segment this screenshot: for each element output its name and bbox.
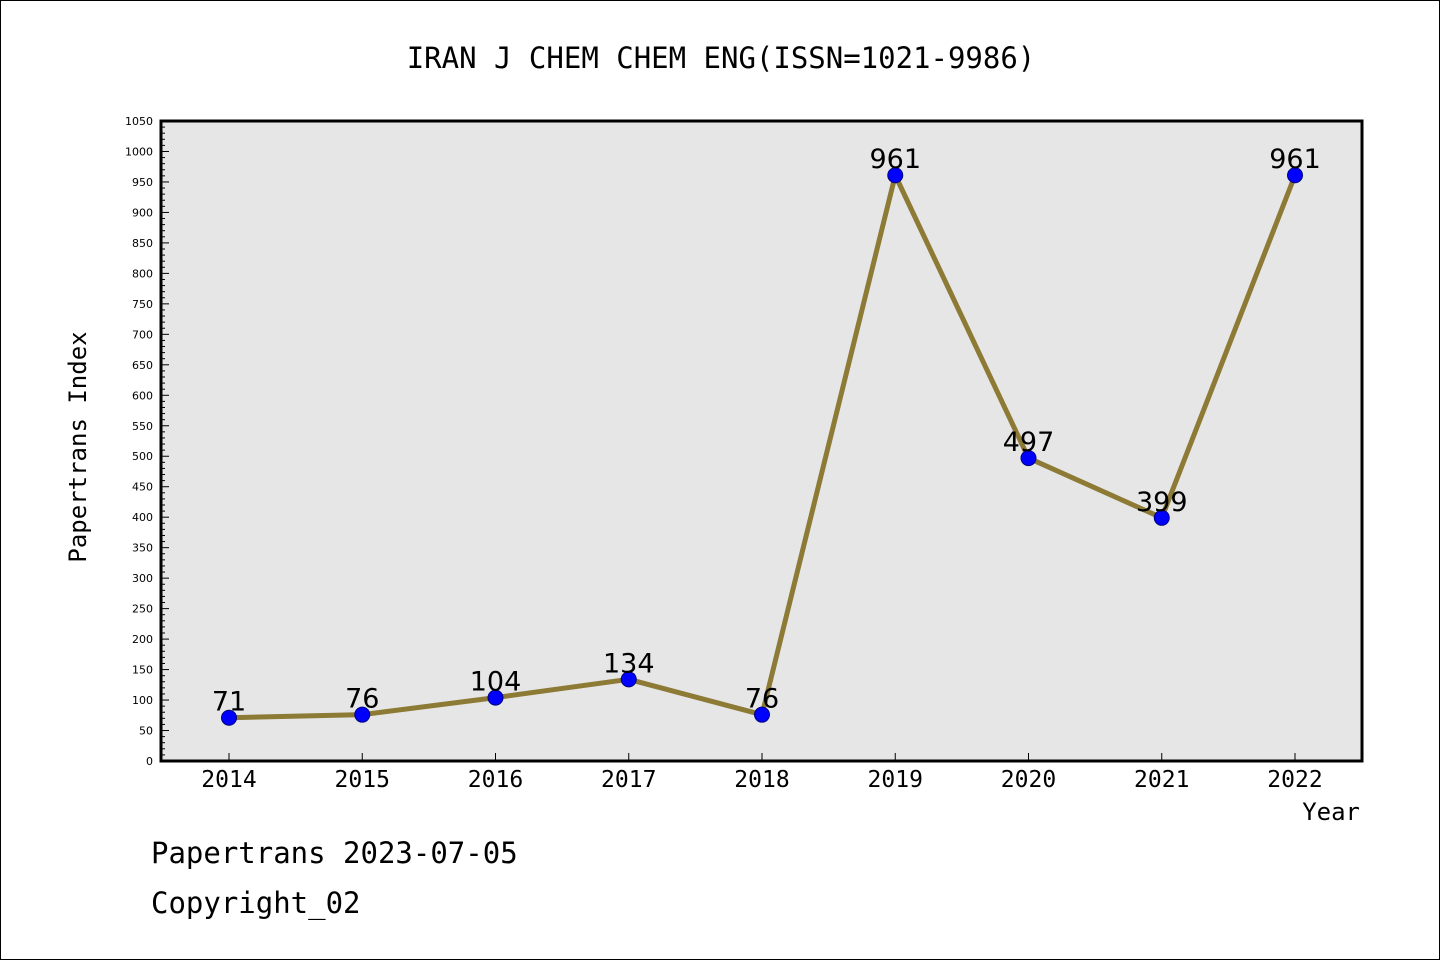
y-tick-label: 100 [132, 694, 153, 707]
x-axis-ticks: 2014 2015 2016 2017 2018 2019 2020 2021 2022 [201, 753, 1323, 793]
data-label: 76 [345, 684, 379, 715]
data-point [1153, 509, 1170, 526]
x-tick-label: 2016 [468, 767, 523, 793]
x-tick-label: 2022 [1267, 767, 1322, 793]
y-tick-label: 150 [132, 664, 153, 677]
x-tick-label: 2020 [1001, 767, 1056, 793]
y-tick-label: 550 [132, 420, 153, 433]
data-point [887, 167, 904, 184]
y-axis-label: Papertrans Index [64, 331, 92, 562]
data-label: 104 [470, 667, 522, 698]
x-tick-label: 2014 [201, 767, 256, 793]
data-point [1020, 450, 1037, 467]
x-tick-label: 2019 [868, 767, 923, 793]
y-tick-label: 700 [132, 328, 153, 341]
y-axis-ticks: 0 50 100 150 200 250 300 350 400 450 500 550 600 650 7… [125, 115, 169, 768]
x-tick-label: 2017 [601, 767, 656, 793]
data-label: 76 [745, 684, 779, 715]
data-label: 399 [1136, 487, 1188, 518]
y-tick-label: 1050 [125, 115, 153, 128]
y-tick-label: 750 [132, 298, 153, 311]
data-series [221, 167, 1303, 726]
x-tick-label: 2021 [1134, 767, 1189, 793]
y-tick-label: 650 [132, 359, 153, 372]
data-point [620, 671, 637, 688]
data-label: 134 [603, 648, 655, 679]
x-tick-label: 2015 [335, 767, 390, 793]
data-labels: 71 76 104 134 76 961 497 399 961 [212, 144, 1321, 717]
y-tick-label: 300 [132, 572, 153, 585]
y-tick-label: 200 [132, 633, 153, 646]
data-point [754, 706, 770, 723]
y-tick-label: 250 [132, 603, 153, 616]
y-tick-label: 0 [146, 755, 153, 768]
chart-title: IRAN J CHEM CHEM ENG(ISSN=1021-9986) [407, 41, 1036, 75]
data-point [221, 709, 237, 726]
y-tick-label: 400 [132, 511, 153, 524]
y-tick-label: 1000 [125, 145, 153, 158]
data-point [354, 706, 371, 723]
data-label: 961 [1269, 144, 1321, 175]
y-tick-label: 950 [132, 176, 153, 189]
y-tick-label: 500 [132, 450, 153, 463]
footer-date: Papertrans 2023-07-05 [151, 836, 518, 870]
y-tick-label: 800 [132, 267, 153, 280]
data-label: 497 [1003, 427, 1055, 458]
y-tick-label: 50 [139, 725, 153, 738]
x-axis-label: Year [1302, 798, 1360, 826]
y-tick-label: 900 [132, 206, 153, 219]
footer-copyright: Copyright_02 [151, 886, 361, 920]
data-point [487, 689, 504, 706]
y-tick-label: 450 [132, 481, 153, 494]
data-point [1287, 167, 1303, 184]
y-tick-label: 600 [132, 389, 153, 402]
data-label: 71 [212, 687, 246, 718]
plot-area [159, 119, 1364, 763]
data-label: 961 [869, 144, 921, 175]
x-tick-label: 2018 [734, 767, 789, 793]
y-tick-label: 350 [132, 542, 153, 555]
y-tick-label: 850 [132, 237, 153, 250]
